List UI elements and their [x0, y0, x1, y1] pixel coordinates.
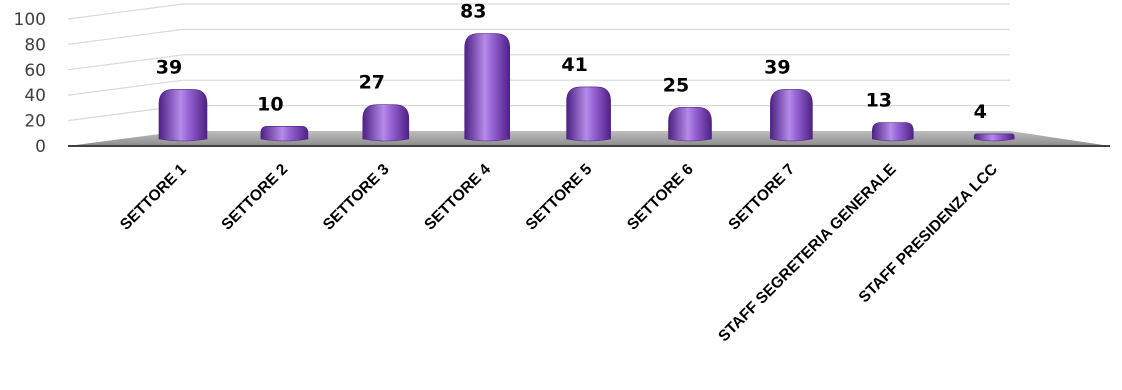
bar [464, 33, 510, 142]
data-label: 83 [460, 1, 486, 23]
x-tick-label: STAFF SEGRETERIA GENERALE [715, 161, 899, 345]
bar [566, 86, 611, 142]
bar [668, 106, 712, 142]
gridline [67, 79, 1010, 96]
data-labels: 39 10 27 83 41 25 39 13 4 [156, 1, 987, 123]
data-label: 10 [257, 93, 283, 115]
bar [158, 89, 208, 142]
data-label: 39 [156, 56, 182, 78]
grid-lines [67, 3, 1010, 122]
y-axis: 0 20 40 60 80 100 [14, 10, 46, 157]
y-tick-label: 0 [35, 137, 46, 157]
bar [973, 133, 1015, 142]
x-axis: SETTORE 1 SETTORE 2 SETTORE 3 SETTORE 4 SETT… [117, 161, 1001, 346]
data-label: 27 [359, 72, 385, 94]
y-tick-label: 80 [24, 35, 46, 55]
bar [260, 126, 309, 142]
bar [872, 122, 914, 142]
x-tick-label: SETTORE 1 [117, 161, 190, 234]
y-tick-label: 40 [24, 86, 46, 106]
x-tick-label: SETTORE 3 [320, 161, 393, 234]
gridline [67, 28, 1010, 45]
gridline [67, 3, 1010, 20]
data-label: 25 [663, 74, 689, 96]
y-tick-label: 20 [24, 112, 46, 132]
x-tick-label: SETTORE 7 [725, 161, 798, 234]
x-tick-label: SETTORE 5 [523, 161, 596, 234]
data-label: 4 [974, 101, 987, 123]
x-tick-label: SETTORE 4 [421, 161, 494, 234]
gridline [67, 54, 1010, 71]
y-tick-label: 60 [24, 61, 46, 81]
x-tick-label: SETTORE 6 [624, 161, 697, 234]
bars [158, 33, 1015, 142]
data-label: 39 [764, 56, 790, 78]
data-label: 13 [866, 89, 892, 111]
data-label: 41 [561, 54, 587, 76]
bar [770, 89, 813, 142]
y-tick-label: 100 [14, 10, 46, 30]
x-tick-label: SETTORE 2 [218, 161, 291, 234]
bar [362, 104, 410, 142]
